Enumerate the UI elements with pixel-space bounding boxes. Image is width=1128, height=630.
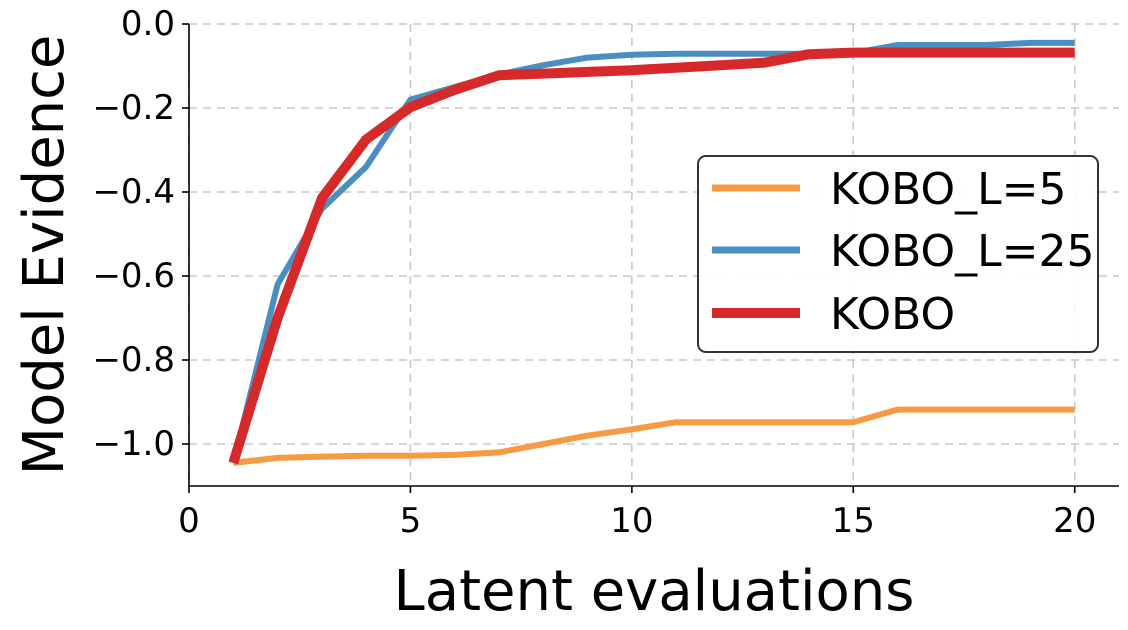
x-tick-label: 15 [832, 501, 875, 541]
series-line-kobo-l-5 [232, 406, 1075, 466]
y-tick-label: 0.0 [121, 4, 175, 44]
y-tick-label: −1.0 [92, 424, 175, 464]
x-axis-title: Latent evaluations [394, 559, 915, 624]
tick-labels: 0 5 10 15 20 0.0 −0.2 −0.4 −0.6 −0.8 −1.0 [92, 4, 1096, 541]
series-line-kobo [228, 47, 1075, 465]
y-axis-title: Model Evidence [12, 35, 77, 476]
y-tick-label: −0.2 [92, 88, 175, 128]
series-line-kobo-l-25 [230, 39, 1075, 464]
legend-label-kobo: KOBO [830, 289, 955, 340]
axes [188, 24, 1119, 487]
legend-label-kobo-l5: KOBO_L=5 [830, 164, 1067, 215]
legend: KOBO_L=5 KOBO_L=25 KOBO [697, 155, 1099, 353]
legend-label-kobo-l25: KOBO_L=25 [830, 226, 1095, 277]
y-tick-label: −0.6 [92, 256, 175, 296]
legend-box [697, 155, 1099, 353]
y-tick-label: −0.8 [92, 340, 175, 380]
x-tick-label: 20 [1053, 501, 1096, 541]
x-tick-label: 10 [610, 501, 653, 541]
y-tick-label: −0.4 [92, 172, 175, 212]
series-lines [228, 39, 1075, 466]
x-tick-label: 0 [178, 501, 200, 541]
x-tick-label: 5 [400, 501, 422, 541]
